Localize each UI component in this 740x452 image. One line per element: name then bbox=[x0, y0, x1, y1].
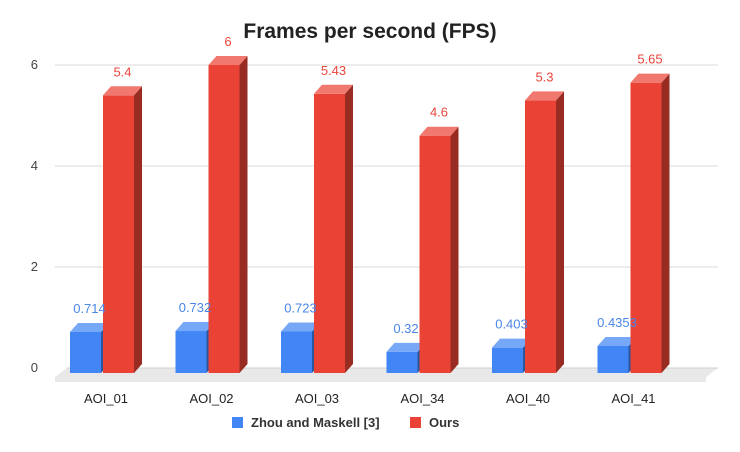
bar-top bbox=[597, 337, 637, 347]
bar-side bbox=[134, 86, 142, 374]
data-label: 0.4353 bbox=[597, 315, 637, 330]
bar-front bbox=[175, 331, 207, 373]
bar-front bbox=[597, 346, 629, 373]
bar-front bbox=[525, 100, 556, 373]
data-label: 5.65 bbox=[637, 52, 662, 67]
data-label: 6 bbox=[224, 34, 231, 49]
data-label: 0.732 bbox=[179, 300, 212, 315]
x-tick-label: AOI_01 bbox=[84, 391, 128, 406]
legend-swatch bbox=[232, 417, 243, 428]
x-tick-label: AOI_41 bbox=[611, 391, 655, 406]
data-label: 0.403 bbox=[495, 317, 528, 332]
bar-top bbox=[175, 322, 215, 332]
y-tick-label: 4 bbox=[31, 158, 38, 173]
data-labels: 0.714 5.4 0.732 6 0.723 5.43 0.32 4.6 0.403 5.3 0.… bbox=[73, 34, 662, 336]
bar-top bbox=[281, 322, 320, 332]
bar-front bbox=[630, 82, 662, 374]
data-label: 5.43 bbox=[321, 63, 346, 78]
bars bbox=[70, 56, 670, 374]
bar-top bbox=[419, 126, 459, 136]
bar-top bbox=[630, 73, 670, 83]
bar-front bbox=[208, 65, 240, 373]
bar-front bbox=[314, 93, 345, 373]
bar-front bbox=[281, 331, 312, 373]
bar-front bbox=[419, 135, 451, 373]
bar-top bbox=[314, 84, 353, 94]
bar-ours-aoi_41 bbox=[630, 73, 670, 374]
bar-side bbox=[450, 126, 459, 373]
bar-front bbox=[386, 351, 418, 373]
bar-front bbox=[103, 95, 134, 374]
bar-side bbox=[661, 73, 670, 374]
x-tick-label: AOI_02 bbox=[189, 391, 233, 406]
bar-ours-aoi_02 bbox=[208, 56, 248, 373]
y-tick-label: 6 bbox=[31, 57, 38, 72]
bar-side bbox=[345, 84, 353, 373]
y-tick-label: 0 bbox=[31, 360, 38, 375]
data-label: 5.4 bbox=[113, 64, 131, 79]
legend: Zhou and Maskell [3] Ours bbox=[232, 415, 459, 430]
bar-side bbox=[556, 91, 564, 373]
bar-ours-aoi_01 bbox=[103, 86, 142, 374]
bar-ours-aoi_34 bbox=[419, 126, 459, 373]
bar-top bbox=[492, 338, 531, 348]
legend-label: Ours bbox=[429, 415, 459, 430]
legend-swatch bbox=[410, 417, 421, 428]
bar-side bbox=[239, 56, 248, 373]
bar-top bbox=[525, 91, 564, 101]
bar-top bbox=[386, 342, 426, 352]
data-label: 5.3 bbox=[535, 69, 553, 84]
y-tick-label: 2 bbox=[31, 259, 38, 274]
x-tick-label: AOI_34 bbox=[400, 391, 444, 406]
bar-ours-aoi_03 bbox=[314, 84, 353, 373]
bar-ours-aoi_40 bbox=[525, 91, 564, 373]
data-label: 0.32 bbox=[393, 321, 418, 336]
legend-label: Zhou and Maskell [3] bbox=[251, 415, 380, 430]
data-label: 0.714 bbox=[73, 301, 106, 316]
data-label: 0.723 bbox=[284, 300, 317, 315]
bar-top bbox=[208, 56, 248, 65]
chart-title: Frames per second (FPS) bbox=[243, 20, 496, 43]
data-label: 4.6 bbox=[430, 105, 448, 120]
bar-front bbox=[70, 331, 101, 373]
axes: 0 2 4 6 AOI_01 AOI_02 AOI_03 AOI_34 AOI_40 AOI_41 bbox=[31, 57, 656, 406]
grid bbox=[55, 64, 718, 268]
bar-top bbox=[103, 86, 142, 96]
bar-front bbox=[492, 347, 523, 373]
x-tick-label: AOI_03 bbox=[295, 391, 339, 406]
x-tick-label: AOI_40 bbox=[506, 391, 550, 406]
bar-top bbox=[70, 322, 109, 332]
